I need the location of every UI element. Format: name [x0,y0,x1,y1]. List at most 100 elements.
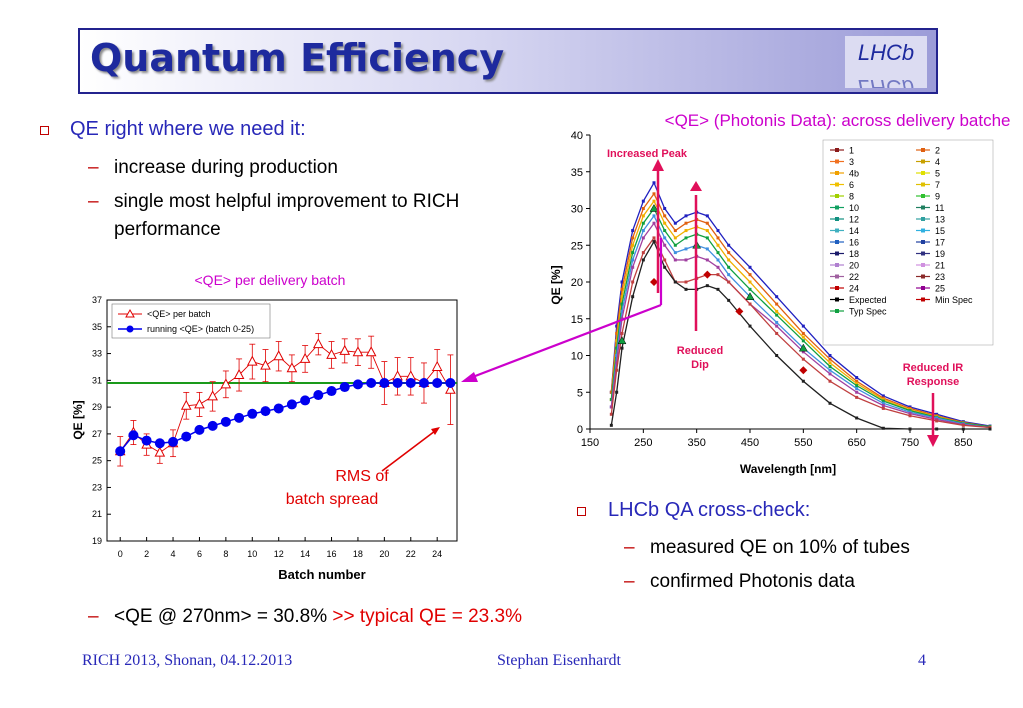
qe-point [727,273,731,277]
running-point [313,390,324,401]
batch-point [220,378,232,389]
qe-point [881,406,885,410]
footer-page-number: 4 [918,652,926,669]
qe-point [855,379,859,383]
logo-text-mirror: LHCb [858,75,914,88]
x-tick-label: 450 [741,437,759,449]
qe-point [684,214,688,218]
qe-point [609,412,613,416]
qe-point [641,229,645,233]
batch-point [326,348,337,359]
legend-marker [835,286,839,290]
running-point [273,403,284,414]
qe-point [705,221,709,225]
wavelength-legend-box [822,139,994,346]
legend-label: 9 [935,192,940,202]
x-tick-label: 18 [353,549,363,559]
qe-point [663,258,667,262]
left-subbullet-1: increase during production [114,157,338,178]
right-bullet: LHCb QA cross-check: [608,499,811,521]
qe-point [705,236,709,240]
legend-marker [921,217,925,221]
qe-point [828,357,832,361]
y-tick-label: 10 [571,351,583,363]
qe-point [716,236,720,240]
running-point [366,378,377,389]
running-point [445,378,456,389]
qe-point [673,221,677,225]
qe-point [684,258,688,262]
typ-spec-point [798,343,808,352]
qe-point [631,251,635,255]
dash: – [88,191,99,212]
legend-label-2: running <QE> (batch 0-25) [147,324,254,334]
batch-point [194,398,205,409]
qe-point [935,419,939,423]
typ-spec-point [617,336,627,345]
left-subbullet-2: single most helpful improvement to RICH [114,191,460,212]
qe-point [855,416,859,420]
running-point [220,416,231,427]
legend-marker [921,240,925,244]
qe-point [727,298,731,302]
qe-point [881,426,885,430]
qe-point [631,243,635,247]
qe-point [705,247,709,251]
y-tick-label: 25 [571,240,583,252]
qe-point [620,287,624,291]
batch-chart-xlabel: Batch number [278,567,365,582]
qe-point [801,339,805,343]
running-point [418,378,429,389]
qe-point [705,229,709,233]
qe-point [727,280,731,284]
legend-marker [921,148,925,152]
qe-point [748,265,752,269]
qe-point [801,324,805,328]
qe-point [631,229,635,233]
x-tick-label: 2 [144,549,149,559]
qe-point [641,214,645,218]
qe-point [705,258,709,262]
y-tick-label: 29 [92,402,102,412]
qe-point [620,331,624,335]
qe-point [748,280,752,284]
legend-marker [921,171,925,175]
qe-point [652,181,656,185]
running-point [352,379,363,390]
batch-point [260,359,271,370]
running-point [115,446,126,457]
legend-marker [921,251,925,256]
legend-label: 21 [935,261,945,271]
running-point [339,382,350,393]
qe-point [716,251,720,255]
qe-point [801,331,805,335]
min-spec-point [799,366,808,375]
qe-point [663,243,667,247]
legend-label: 19 [935,249,945,259]
page-title: Quantum Efficiency [90,36,505,80]
running-point [141,435,152,446]
y-tick-label: 37 [92,295,102,305]
x-tick-label: 6 [197,549,202,559]
qe-point [775,320,779,324]
logo-text: LHCb [858,40,914,65]
legend-label: 4b [849,169,859,179]
qe-point [615,331,619,335]
qe-point [615,390,619,394]
qe-point [663,214,667,218]
qe-point [727,265,731,269]
wavelength-chart: <QE> (Photonis Data): across delivery ba… [549,111,1010,476]
qe-point [801,379,805,383]
qe-point [673,251,677,255]
batch-point [246,355,258,366]
qe-point [684,247,688,251]
qe-point [828,401,832,405]
qe-point [620,309,624,313]
wavelength-chart-ylabel: QE [%] [549,265,563,304]
legend-marker [835,309,839,313]
qe-point [748,302,752,306]
y-tick-label: 40 [571,130,583,142]
legend-marker [921,182,925,187]
batch-point [286,362,298,373]
